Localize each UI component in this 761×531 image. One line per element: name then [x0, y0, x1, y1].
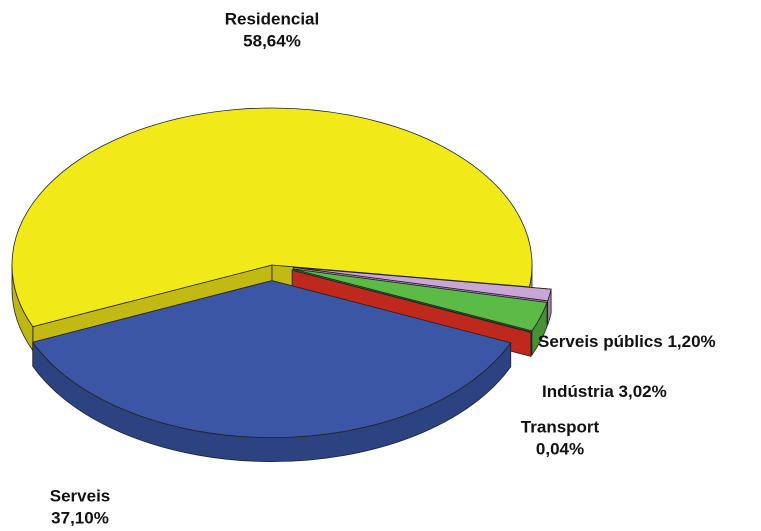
- slice-name: Indústria: [542, 382, 614, 401]
- slice-value-label: 58,64%: [243, 31, 301, 50]
- slice-name: Serveis públics: [538, 332, 663, 351]
- pie: [11, 107, 552, 462]
- slice: [292, 268, 548, 332]
- slice: [11, 107, 533, 328]
- slice-value-label: 3,02%: [619, 382, 667, 401]
- slice: [293, 266, 552, 302]
- slice-label: Residencial: [225, 9, 320, 28]
- slice-value-label: 37,10%: [51, 508, 109, 527]
- slice-label: Serveis públics 1,20%: [538, 332, 716, 351]
- slice-label: Serveis: [50, 486, 111, 505]
- slice: [291, 269, 532, 333]
- slice-label: Indústria 3,02%: [542, 382, 667, 401]
- slice-value-label: 0,04%: [536, 439, 584, 458]
- slice: [32, 280, 512, 438]
- slice-value-label: 1,20%: [667, 332, 715, 351]
- slice-label: Transport: [521, 417, 600, 436]
